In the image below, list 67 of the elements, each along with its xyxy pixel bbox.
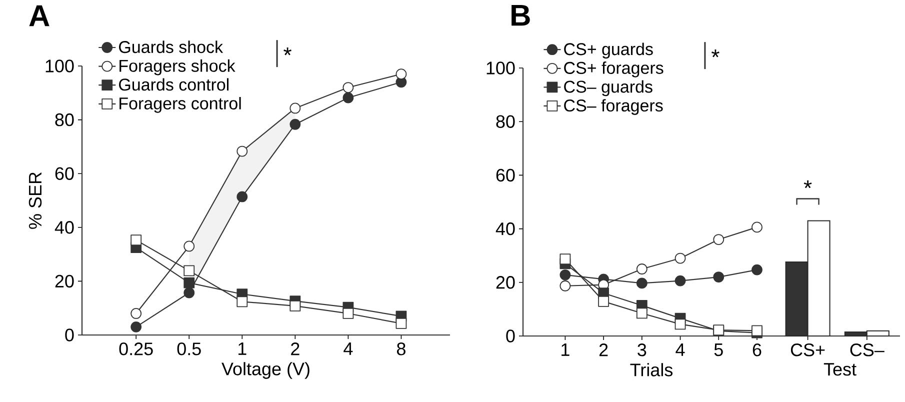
x-axis-title: Test bbox=[824, 363, 856, 376]
x-tick-label: CS– bbox=[850, 344, 884, 356]
legend-label: CS– foragers bbox=[564, 99, 663, 115]
point bbox=[290, 300, 301, 312]
chart-title: B bbox=[512, 4, 530, 26]
legend-label: CS– guards bbox=[564, 80, 652, 96]
legend-label: Foragers shock bbox=[120, 59, 236, 76]
y-tick-label: 0 bbox=[506, 330, 515, 342]
x-axis-title: Trials bbox=[630, 363, 673, 376]
y-tick-label: 40 bbox=[54, 221, 74, 234]
text: * bbox=[284, 48, 292, 56]
x-tick-label: 0.5 bbox=[177, 342, 201, 356]
legend-label: Guards control bbox=[119, 78, 229, 91]
point bbox=[713, 272, 724, 282]
x-tick-label: 1 bbox=[562, 344, 570, 356]
y-tick-label: 40 bbox=[496, 222, 515, 236]
x-tick-label: 3 bbox=[638, 344, 646, 356]
x-tick-label: 6 bbox=[752, 344, 762, 356]
x-tick-label: 2 bbox=[291, 342, 300, 356]
legend-label: CS+ guards bbox=[564, 42, 653, 59]
x-tick-label: 1 bbox=[238, 342, 246, 355]
point bbox=[674, 318, 686, 330]
legend-label: CS+ foragers bbox=[564, 62, 664, 78]
point bbox=[752, 264, 762, 276]
x-axis-title: Voltage (V) bbox=[222, 362, 310, 379]
point bbox=[636, 278, 648, 289]
y-tick-label: 20 bbox=[55, 274, 74, 288]
y-tick-label: 0 bbox=[65, 328, 74, 342]
point bbox=[560, 254, 571, 265]
y-axis-title: % SER bbox=[28, 172, 42, 229]
text: * bbox=[712, 49, 720, 58]
x-tick-label: 5 bbox=[714, 344, 723, 356]
y-tick-label: 100 bbox=[46, 60, 74, 72]
point bbox=[342, 92, 354, 104]
point bbox=[236, 191, 248, 202]
point bbox=[236, 296, 248, 308]
point bbox=[598, 296, 610, 307]
y-tick-label: 80 bbox=[55, 113, 74, 126]
point bbox=[184, 265, 195, 276]
y-tick-label: 60 bbox=[55, 167, 74, 180]
x-tick-label: 4 bbox=[676, 344, 685, 356]
annotation: * bbox=[804, 180, 812, 188]
chart-title: A bbox=[29, 5, 50, 26]
point bbox=[184, 277, 195, 288]
x-tick-label: 8 bbox=[396, 342, 406, 356]
point bbox=[290, 118, 301, 130]
x-tick-label: 0.25 bbox=[119, 342, 153, 356]
x-tick-label: CS+ bbox=[790, 344, 825, 356]
legend-label: Guards shock bbox=[119, 40, 224, 54]
x-tick-label: 2 bbox=[599, 344, 608, 356]
point bbox=[342, 308, 354, 319]
point bbox=[674, 275, 686, 286]
y-tick-label: 20 bbox=[496, 276, 515, 289]
y-tick-label: 60 bbox=[496, 168, 515, 182]
point bbox=[130, 321, 142, 332]
point bbox=[184, 287, 195, 298]
legend-label: Foragers control bbox=[120, 96, 241, 113]
x-tick-label: 4 bbox=[344, 342, 353, 355]
point bbox=[396, 318, 407, 329]
y-tick-label: 80 bbox=[496, 115, 515, 128]
point bbox=[236, 146, 248, 157]
point bbox=[184, 240, 195, 252]
y-tick-label: 100 bbox=[486, 62, 515, 74]
point bbox=[636, 308, 648, 319]
point bbox=[130, 234, 142, 246]
point bbox=[290, 102, 301, 114]
point bbox=[560, 269, 571, 280]
